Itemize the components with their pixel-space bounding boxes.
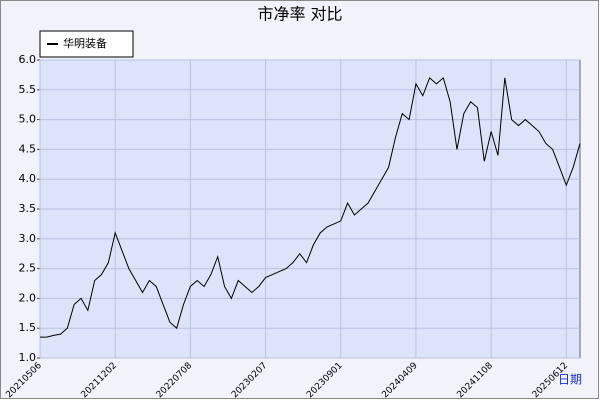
x-axis-label: 日期 <box>558 373 582 387</box>
legend-label: 华明装备 <box>63 36 107 50</box>
y-tick-label: 6.0 <box>19 53 37 66</box>
y-tick-label: 5.5 <box>19 83 37 96</box>
chart-title: 市净率 对比 <box>257 5 342 24</box>
y-tick-label: 4.0 <box>19 172 37 185</box>
y-tick-label: 5.0 <box>19 113 37 126</box>
y-tick-label: 1.0 <box>19 351 37 364</box>
y-tick-label: 2.0 <box>19 291 37 304</box>
y-tick-label: 3.5 <box>19 202 37 215</box>
y-tick-label: 3.0 <box>19 232 37 245</box>
data-line <box>40 76 581 338</box>
legend <box>39 30 134 58</box>
y-tick-label: 1.5 <box>19 321 37 334</box>
y-tick-label: 4.5 <box>19 142 37 155</box>
y-tick-label: 2.5 <box>19 262 37 275</box>
